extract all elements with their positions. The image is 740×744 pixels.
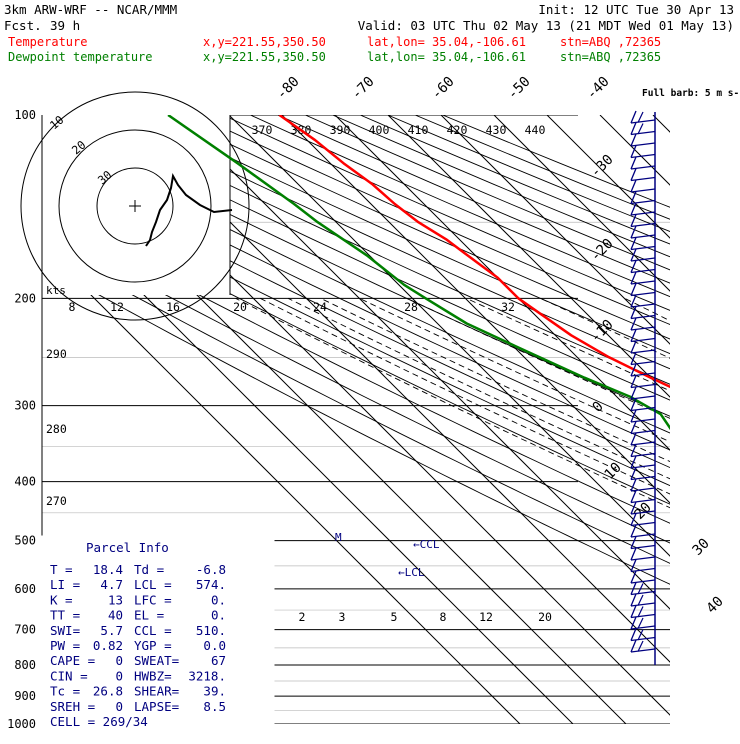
parcel-label-a-7: CIN = (50, 668, 88, 683)
pressure-label-100: 100 (14, 108, 36, 122)
legend-dewpoint-latlon: lat,lon= 35.04,-106.61 (367, 50, 526, 64)
annotation-ccl: ←CCL (413, 538, 440, 551)
pressure-label-700: 700 (14, 623, 36, 637)
parcel-info-title: Parcel Info (86, 540, 169, 555)
parcel-label-a-5: PW = (50, 638, 80, 653)
parcel-label-b-5: YGP = (134, 638, 172, 653)
parcel-label-a-3: TT = (50, 608, 80, 623)
parcel-label-a-4: SWI= (50, 623, 80, 638)
parcel-value-a-1: 4.7 (100, 577, 123, 592)
parcel-label-b-8: SHEAR= (134, 684, 179, 699)
legend-temperature-xy: x,y=221.55,350.50 (203, 35, 326, 49)
hodo-speed-label-16: 16 (166, 300, 180, 314)
parcel-value-b-3: 0. (211, 608, 226, 623)
parcel-info-box: Parcel Info T = 18.4 Td = -6.8 LI = 4.7 LCL = 5… (42, 536, 274, 729)
hodo-speed-label-28: 28 (404, 300, 418, 314)
theta-label-290: 290 (46, 347, 67, 361)
theta-e-label-390: 390 (330, 123, 351, 137)
header-fcst-value: 39 h (50, 18, 80, 33)
parcel-value-a-5: 0.82 (93, 638, 123, 653)
pressure-label-600: 600 (14, 582, 36, 596)
parcel-value-b-6: 67 (211, 653, 226, 668)
mixing-ratio-label-2: 2 (299, 610, 306, 624)
pressure-label-800: 800 (14, 658, 36, 672)
pressure-label-1000: 1000 (7, 717, 36, 731)
parcel-value-b-1: 574. (196, 577, 226, 592)
header-init: Init: 12 UTC Tue 30 Apr 13 (538, 2, 734, 17)
pressure-label-300: 300 (14, 399, 36, 413)
mixing-ratio-label-12: 12 (479, 610, 493, 624)
mixing-ratio-label-5: 5 (391, 610, 398, 624)
annotation-lcl: ←LCL (398, 566, 425, 579)
parcel-label-a-1: LI = (50, 577, 80, 592)
parcel-value-a-6: 0 (115, 653, 123, 668)
hodo-speed-label-24: 24 (313, 300, 327, 314)
mixing-ratio-label-20: 20 (538, 610, 552, 624)
mixing-ratio-label-3: 3 (339, 610, 346, 624)
parcel-label-a-9: SREH = (50, 699, 95, 714)
header-model: 3km ARW-WRF -- NCAR/MMM (4, 2, 177, 17)
parcel-row-10: CELL = 269/34 (50, 714, 148, 729)
theta-e-label-420: 420 (447, 123, 468, 137)
pressure-label-900: 900 (14, 689, 36, 703)
parcel-value-b-4: 510. (196, 623, 226, 638)
legend-temperature: Temperature (8, 35, 87, 49)
parcel-label-b-2: LFC = (134, 592, 172, 607)
parcel-value-a-9: 0 (115, 699, 123, 714)
header-valid: Valid: 03 UTC Thu 02 May 13 (21 MDT Wed … (358, 18, 734, 33)
pressure-label-400: 400 (14, 475, 36, 489)
parcel-value-a-8: 26.8 (93, 684, 123, 699)
parcel-value-a-0: 18.4 (93, 562, 123, 577)
parcel-value-a-3: 40 (108, 608, 123, 623)
parcel-label-a-8: Tc = (50, 684, 80, 699)
parcel-label-b-3: EL = (134, 608, 164, 623)
theta-e-label-370: 370 (252, 123, 273, 137)
parcel-value-b-8: 39. (203, 684, 226, 699)
header-fcst-label: Fcst. (4, 18, 42, 33)
barb-legend: Full barb: 5 m s-1 (642, 88, 740, 99)
parcel-value-b-9: 8.5 (203, 699, 226, 714)
parcel-label-b-1: LCL = (134, 577, 172, 592)
parcel-label-b-6: SWEAT= (134, 653, 179, 668)
parcel-value-b-5: 0.0 (203, 638, 226, 653)
parcel-value-a-2: 13 (108, 592, 123, 607)
theta-label-280: 280 (46, 422, 67, 436)
theta-label-270: 270 (46, 494, 67, 508)
theta-e-label-430: 430 (486, 123, 507, 137)
parcel-label-a-0: T = (50, 562, 73, 577)
legend-dewpoint: Dewpoint temperature (8, 50, 153, 64)
hodo-speed-label-12: 12 (110, 300, 124, 314)
annotation-m: M (335, 531, 342, 544)
hodo-unit-label: kts (46, 284, 66, 297)
parcel-value-b-2: 0. (211, 592, 226, 607)
parcel-value-a-7: 0 (115, 668, 123, 683)
theta-e-label-410: 410 (408, 123, 429, 137)
legend-dewpoint-stn: stn=ABQ ,72365 (560, 50, 661, 64)
legend-temperature-latlon: lat,lon= 35.04,-106.61 (367, 35, 526, 49)
legend-dewpoint-xy: x,y=221.55,350.50 (203, 50, 326, 64)
mixing-ratio-label-8: 8 (440, 610, 447, 624)
parcel-label-b-0: Td = (134, 562, 164, 577)
parcel-label-b-7: HWBZ= (134, 668, 172, 683)
legend-temperature-stn: stn=ABQ ,72365 (560, 35, 661, 49)
pressure-label-200: 200 (14, 291, 36, 305)
parcel-value-b-7: 3218. (188, 668, 226, 683)
theta-e-label-400: 400 (369, 123, 390, 137)
parcel-label-a-2: K = (50, 592, 73, 607)
hodo-speed-label-8: 8 (69, 300, 76, 314)
parcel-value-b-0: -6.8 (196, 562, 226, 577)
hodo-speed-label-32: 32 (501, 300, 515, 314)
hodo-speed-label-20: 20 (233, 300, 247, 314)
parcel-label-b-4: CCL = (134, 623, 172, 638)
theta-e-label-440: 440 (525, 123, 546, 137)
pressure-label-500: 500 (14, 534, 36, 548)
parcel-label-b-9: LAPSE= (134, 699, 179, 714)
parcel-label-a-6: CAPE = (50, 653, 95, 668)
parcel-value-a-4: 5.7 (100, 623, 123, 638)
